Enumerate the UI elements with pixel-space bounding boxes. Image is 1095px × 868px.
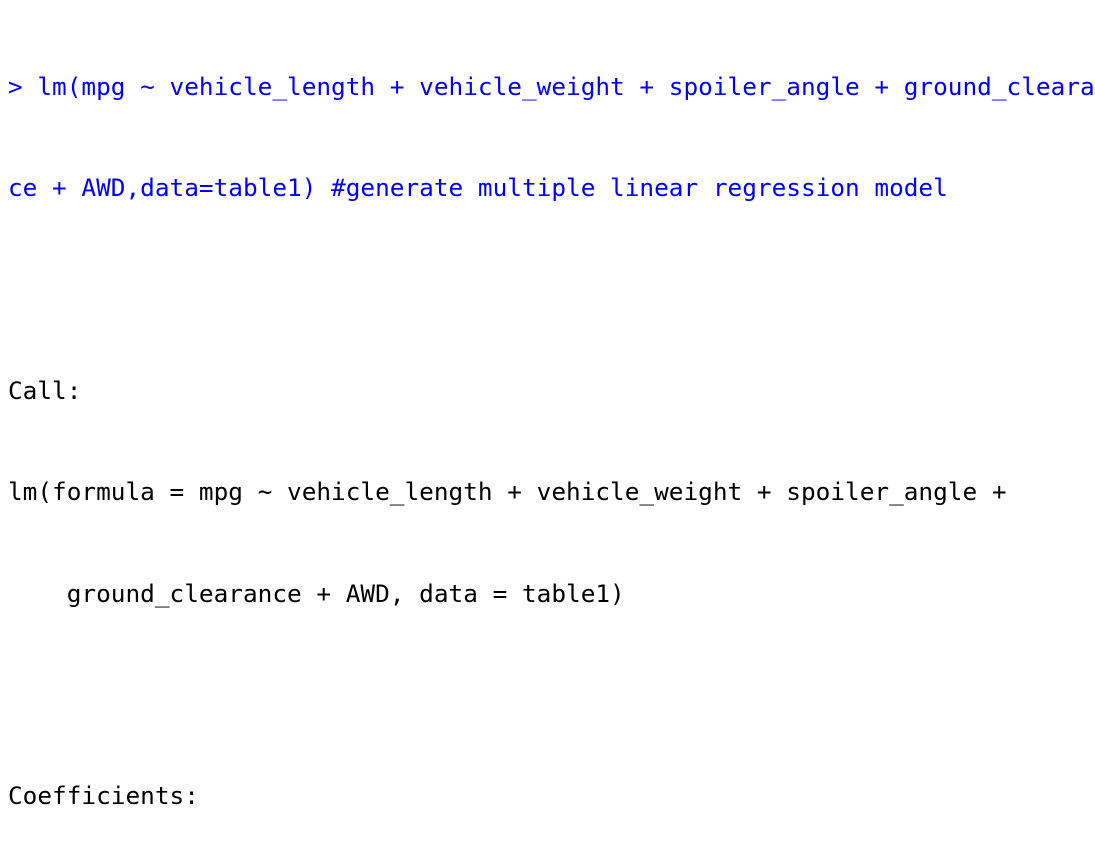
r-console[interactable]: > lm(mpg ~ vehicle_length + vehicle_weig… (8, 2, 1095, 868)
console-output-line: lm(formula = mpg ~ vehicle_length + vehi… (8, 477, 1022, 507)
console-output-line: Coefficients: (8, 781, 199, 811)
console-output-line: ground_clearance + AWD, data = table1) (8, 578, 625, 608)
console-input-line: > lm(mpg ~ vehicle_length + vehicle_weig… (8, 71, 1095, 101)
console-output-line (8, 678, 1088, 712)
console-input-line: ce + AWD,data=table1) #generate multiple… (8, 172, 948, 202)
console-output-line (8, 272, 1088, 306)
console-output-line: Call: (8, 375, 82, 405)
